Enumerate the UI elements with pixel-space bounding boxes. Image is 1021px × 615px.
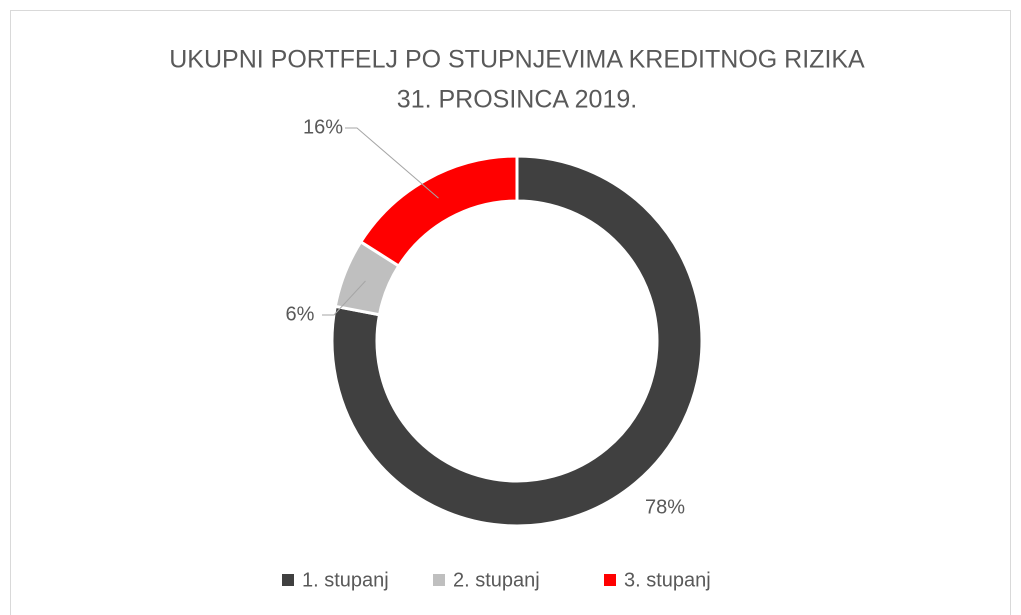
legend-label: 3. stupanj (624, 569, 711, 591)
donut-slice (358, 154, 519, 269)
data-label: 16% (303, 116, 343, 138)
legend-swatch (604, 574, 616, 586)
donut-slice (330, 154, 704, 528)
legend-label: 2. stupanj (453, 569, 540, 591)
legend-swatch (433, 574, 445, 586)
leader-line (322, 280, 366, 316)
data-label: 6% (286, 303, 315, 325)
data-label: 78% (645, 496, 685, 518)
legend-swatch (282, 574, 294, 586)
chart-title: UKUPNI PORTFELJ PO STUPNJEVIMA KREDITNOG… (169, 46, 865, 74)
chart-title: 31. PROSINCA 2019. (397, 86, 637, 114)
leader-line (345, 127, 439, 199)
legend-label: 1. stupanj (302, 569, 389, 591)
